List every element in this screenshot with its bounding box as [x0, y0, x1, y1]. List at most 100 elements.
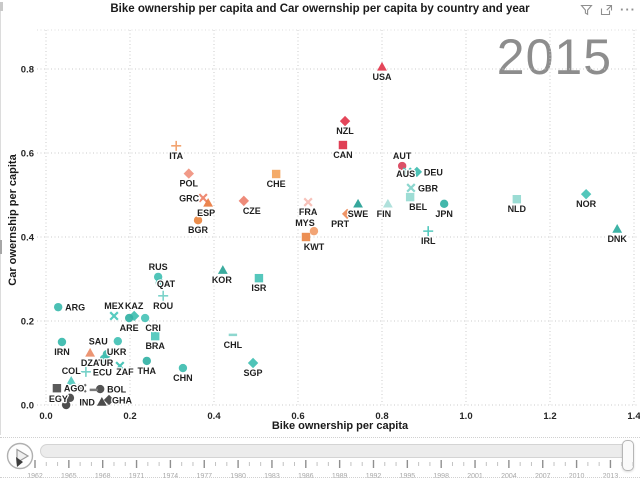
point-label-BEL: BEL	[409, 202, 428, 212]
data-point-ITA[interactable]	[171, 140, 182, 151]
data-point-ECU[interactable]	[80, 366, 91, 377]
year-label-2004: 2004	[501, 473, 517, 480]
data-point-POL[interactable]	[183, 168, 194, 179]
left-scroll-notch[interactable]	[0, 240, 2, 254]
data-point-GRC[interactable]	[198, 193, 208, 203]
point-label-AUT: AUT	[393, 151, 412, 161]
data-point-BGR[interactable]	[193, 216, 203, 225]
data-point-NZL[interactable]	[339, 115, 351, 127]
data-point-TUR[interactable]	[99, 354, 109, 363]
data-point-IRL[interactable]	[423, 226, 434, 237]
year-label-2001: 2001	[467, 473, 483, 480]
corner-artifact	[0, 2, 3, 11]
data-point-COL[interactable]	[66, 376, 77, 385]
play-button[interactable]	[5, 441, 35, 471]
point-label-ECU: ECU	[93, 367, 112, 377]
data-point-CRI[interactable]	[140, 313, 150, 323]
data-point-AGO[interactable]	[52, 384, 62, 393]
footer-divider	[0, 437, 640, 438]
data-point-QAT[interactable]	[155, 278, 165, 287]
point-label-BGR: BGR	[188, 225, 209, 235]
data-point-GHA[interactable]	[103, 394, 115, 406]
data-point-NLD[interactable]	[512, 195, 522, 204]
point-label-ISR: ISR	[251, 283, 267, 293]
data-point-JPN[interactable]	[439, 199, 449, 209]
data-point-CAN[interactable]	[338, 140, 348, 150]
data-point-USA[interactable]	[377, 61, 387, 71]
point-label-CAN: CAN	[333, 150, 353, 160]
bottom-divider	[0, 477, 640, 478]
point-label-GBR: GBR	[418, 183, 439, 193]
share-icon[interactable]	[600, 4, 613, 16]
point-label-KWT: KWT	[304, 242, 325, 252]
more-options-icon[interactable]: ···	[620, 2, 636, 17]
left-border	[0, 4, 1, 435]
year-label-1980: 1980	[230, 473, 246, 480]
year-label-1971: 1971	[129, 473, 145, 480]
data-point-MYS[interactable]	[309, 226, 319, 236]
data-point-SAU[interactable]	[113, 336, 123, 346]
data-point-DNK[interactable]	[612, 224, 623, 233]
data-point-GBR[interactable]	[406, 183, 416, 193]
year-label-1995: 1995	[400, 473, 416, 480]
year-label-1977: 1977	[196, 473, 212, 480]
toolbar: ···	[580, 2, 636, 17]
data-point-SWE[interactable]	[353, 198, 363, 208]
data-point-ROU[interactable]	[158, 290, 169, 301]
data-point-THA[interactable]	[142, 356, 151, 366]
data-point-FRA[interactable]	[303, 197, 313, 207]
point-label-DZA: DZA	[81, 358, 100, 368]
point-label-ARG: ARG	[65, 303, 85, 313]
x-axis-title: Bike ownership per capita	[271, 420, 409, 432]
data-point-CZE[interactable]	[238, 195, 250, 207]
data-point-BRA[interactable]	[151, 331, 160, 341]
year-label-1974: 1974	[163, 473, 179, 480]
data-point-FIN[interactable]	[382, 198, 393, 208]
data-point-IRN[interactable]	[57, 337, 67, 347]
point-label-NZL: NZL	[336, 126, 354, 136]
point-label-KAZ: KAZ	[125, 301, 144, 311]
year-label-1968: 1968	[95, 473, 111, 480]
data-point-ZAF[interactable]	[115, 361, 125, 371]
data-point-BEL[interactable]	[405, 192, 415, 202]
data-point-NOR[interactable]	[580, 188, 592, 200]
point-label-MEX: MEX	[104, 301, 124, 311]
point-label-QAT: QAT	[157, 279, 176, 289]
point-label-GHA: GHA	[112, 395, 133, 405]
data-point-CHE[interactable]	[271, 169, 281, 179]
year-ruler[interactable]: 1962 1965 1968 1971 1974 1977 1980 1983 1986 1989…	[0, 458, 640, 480]
year-slider-handle[interactable]	[622, 440, 634, 471]
year-annotation: 2015	[496, 29, 612, 85]
point-label-IRN: IRN	[54, 347, 70, 357]
data-point-ISR[interactable]	[254, 273, 264, 283]
y-axis-title: Car owernship per capita	[7, 154, 19, 286]
point-label-ITA: ITA	[169, 151, 183, 161]
data-point[interactable]	[77, 383, 87, 393]
data-point-DZA[interactable]	[85, 347, 95, 357]
data-point-KWT[interactable]	[301, 232, 311, 242]
data-point-ARE[interactable]	[124, 313, 134, 323]
data-point-MEX[interactable]	[109, 311, 119, 321]
year-label-1998: 1998	[433, 473, 449, 480]
data-point-SGP[interactable]	[247, 357, 259, 369]
data-point-EGY[interactable]	[65, 393, 75, 403]
point-label-POL: POL	[180, 179, 199, 189]
data-point-IND[interactable]	[96, 397, 107, 406]
data-point-DEU[interactable]	[411, 166, 423, 178]
data-point-BOL[interactable]	[95, 384, 105, 394]
point-label-BRA: BRA	[145, 341, 165, 351]
data-point-CHN[interactable]	[178, 363, 188, 373]
point-label-CHL: CHL	[224, 340, 243, 350]
data-point-AUS[interactable]	[402, 167, 412, 177]
year-slider-track[interactable]	[40, 444, 634, 458]
data-point-KOR[interactable]	[217, 265, 228, 274]
point-label-SGP: SGP	[244, 368, 263, 378]
point-label-EGY: EGY	[49, 394, 68, 404]
data-point-ARG[interactable]	[53, 302, 63, 312]
data-point-ESP[interactable]	[203, 197, 214, 207]
data-point[interactable]	[61, 400, 71, 410]
filter-icon[interactable]	[580, 4, 593, 16]
point-label-ZAF: ZAF	[116, 367, 134, 377]
data-point-PRT[interactable]	[341, 208, 353, 220]
